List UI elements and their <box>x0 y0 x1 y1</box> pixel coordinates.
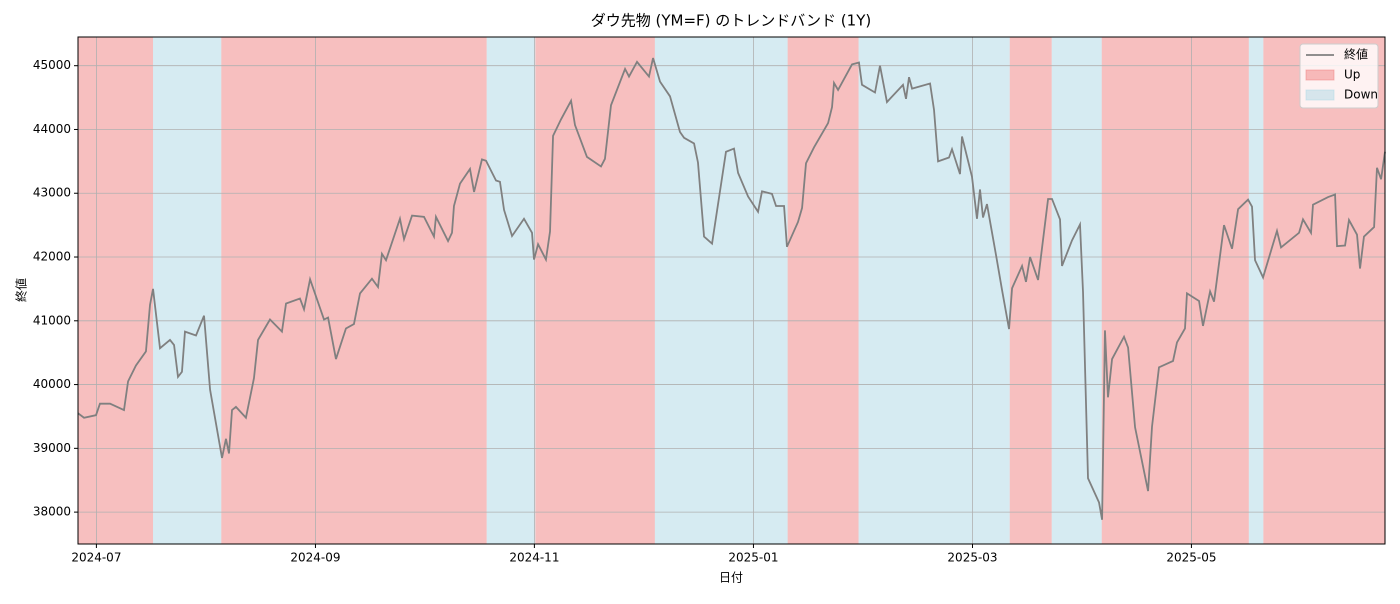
y-tick-label: 41000 <box>33 313 71 327</box>
legend: 終値 Up Down <box>1299 43 1379 109</box>
x-tick-label: 2025-05 <box>1166 551 1216 565</box>
y-tick-label: 40000 <box>33 377 71 391</box>
x-axis-label: 日付 <box>719 571 743 585</box>
trend-band <box>221 37 487 544</box>
trend-band <box>486 37 536 544</box>
y-tick-label: 44000 <box>33 122 71 136</box>
price-line <box>77 57 1386 520</box>
x-tick-label: 2024-09 <box>290 551 340 565</box>
trend-band <box>787 37 859 544</box>
trend-band <box>1009 37 1052 544</box>
y-tick-label: 43000 <box>33 186 71 200</box>
trend-band <box>535 37 655 544</box>
y-tick-label: 42000 <box>33 250 71 264</box>
y-tick-label: 45000 <box>33 58 71 72</box>
y-tick-label: 39000 <box>33 441 71 455</box>
legend-label: Down <box>1344 88 1378 102</box>
trend-band <box>1051 37 1102 544</box>
x-tick-label: 2024-11 <box>509 551 559 565</box>
y-tick-label: 38000 <box>33 505 71 519</box>
trend-band <box>1248 37 1264 544</box>
legend-swatch <box>1305 69 1335 81</box>
trend-band <box>1263 37 1385 544</box>
x-tick-label: 2025-01 <box>728 551 778 565</box>
chart-title: ダウ先物 (YM=F) のトレンドバンド (1Y) <box>591 12 871 30</box>
legend-label: 終値 <box>1344 47 1368 62</box>
y-axis-label: 終値 <box>14 278 29 302</box>
plot-frame <box>77 36 1386 545</box>
trend-band <box>78 37 154 544</box>
legend-label: Up <box>1344 68 1360 82</box>
legend-swatch <box>1305 89 1335 101</box>
trend-band <box>153 37 222 544</box>
x-tick-label: 2025-03 <box>947 551 997 565</box>
x-tick-label: 2024-07 <box>71 551 121 565</box>
trend-band <box>1101 37 1249 544</box>
